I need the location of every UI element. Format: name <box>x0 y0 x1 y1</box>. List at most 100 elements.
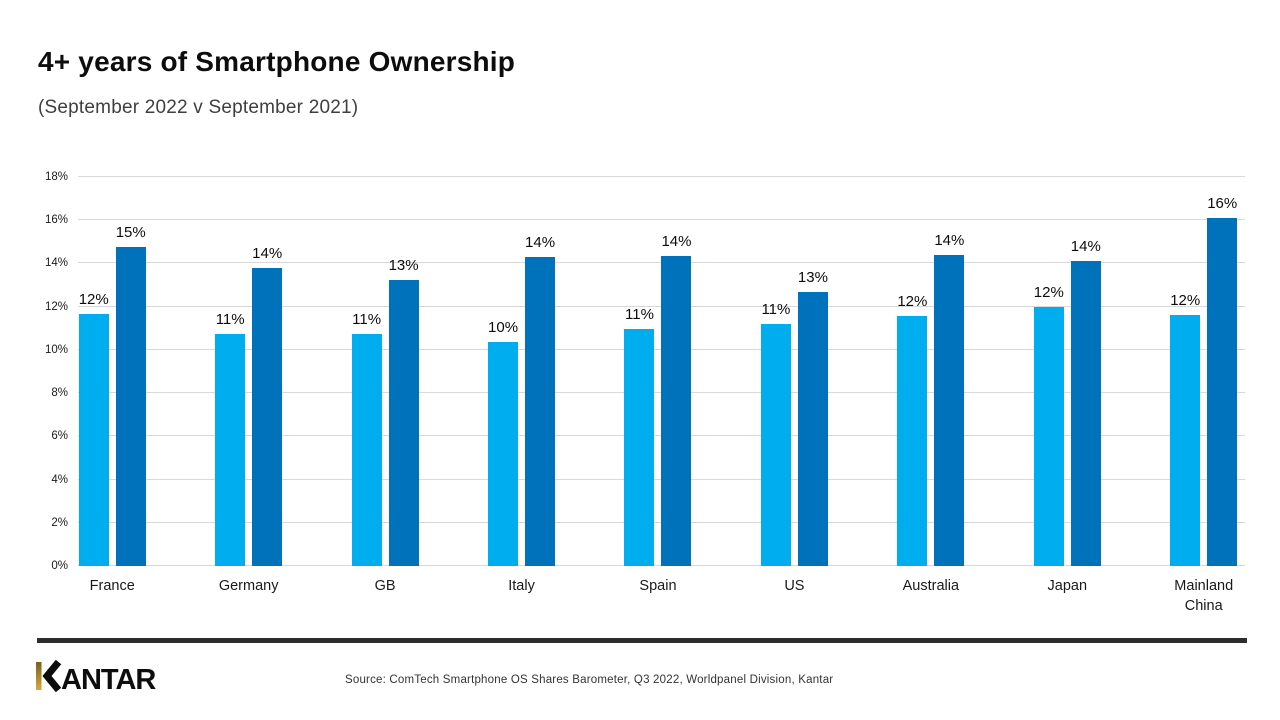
page-title: 4+ years of Smartphone Ownership <box>38 46 516 77</box>
bar-wrap: 14% <box>525 234 556 566</box>
y-tick-label-0%: 0% <box>51 560 68 572</box>
data-label: 14% <box>661 232 692 250</box>
y-tick-label-8%: 8% <box>51 387 68 400</box>
x-label-cell: US <box>726 576 862 617</box>
data-label: 16% <box>1207 195 1238 213</box>
y-tick-label-4%: 4% <box>51 473 68 486</box>
bar-right-bar-dark-blue-japan <box>1070 261 1101 566</box>
bar-group-spain: 11% 14% <box>590 177 726 566</box>
page-subtitle: (September 2022 v September 2021) <box>38 97 359 118</box>
x-axis-label-germany: Germany <box>218 578 279 594</box>
x-axis-label-japan: Japan <box>1047 578 1088 594</box>
y-axis: 0% 2% 4% 6% 8% 10% 12% 14% 16% 18% <box>0 171 68 572</box>
bar-wrap: 14% <box>252 245 283 566</box>
data-label: 14% <box>525 233 556 251</box>
bar-group-italy: 10% 14% <box>453 177 589 566</box>
bar-wrap: 11% <box>215 311 246 566</box>
x-axis-label-france: France <box>89 578 135 594</box>
bar-right-bar-dark-blue-gb <box>388 279 419 566</box>
bar-groups: 12% 15% 11% 14% 11% 13% 10% 14% 11% 14% 11% 13% 12% 1… <box>44 177 1272 566</box>
data-label: 11% <box>215 310 245 328</box>
bar-wrap: 11% <box>760 301 791 566</box>
bar-right-bar-dark-blue-germany <box>252 267 283 566</box>
x-axis-label-spain: Spain <box>639 578 677 594</box>
bar-right-bar-dark-blue-us <box>797 291 828 566</box>
bar-wrap: 13% <box>388 257 419 566</box>
bar-left-bar-light-blue-spain <box>624 329 655 566</box>
bar-wrap: 13% <box>797 269 828 566</box>
y-tick-label-16%: 16% <box>44 214 68 227</box>
data-label: 12% <box>1170 292 1201 310</box>
bar-wrap: 14% <box>661 233 692 566</box>
bar-wrap: 12% <box>78 291 109 566</box>
data-label: 14% <box>1070 238 1101 256</box>
bar-wrap: 14% <box>1070 238 1101 566</box>
data-label: 11% <box>352 310 382 328</box>
bar-left-bar-light-blue-germany <box>215 333 246 566</box>
bar-group-us: 11% 13% <box>726 177 862 566</box>
data-label: 11% <box>625 306 654 324</box>
bar-group-germany: 11% 14% <box>180 177 316 566</box>
bar-wrap: 14% <box>934 232 965 566</box>
kantar-logo-icon: ANTAR <box>36 659 157 696</box>
source-attribution: Source: ComTech Smartphone OS Shares Bar… <box>345 674 834 686</box>
bar-group-gb: 11% 13% <box>317 177 453 566</box>
bar-wrap: 10% <box>488 319 519 566</box>
data-label: 11% <box>761 300 791 318</box>
x-axis: France Germany GB Italy Spain US Australia Japa… <box>44 576 1272 617</box>
y-tick-label-12%: 12% <box>44 300 68 313</box>
x-label-cell: Australia <box>863 576 999 617</box>
bar-group-mainland-china: 12% 16% <box>1136 177 1272 566</box>
bar-wrap: 12% <box>1170 292 1201 566</box>
data-label: 14% <box>934 231 965 249</box>
bar-left-bar-light-blue-italy <box>488 342 519 566</box>
x-axis-label-australia: Australia <box>902 578 960 594</box>
data-label: 14% <box>252 244 283 262</box>
data-label: 15% <box>115 224 146 242</box>
bar-group-japan: 12% 14% <box>999 177 1135 566</box>
gridline-16% <box>78 219 1245 221</box>
x-label-cell: Germany <box>180 576 316 617</box>
bar-wrap: 11% <box>351 311 382 566</box>
bar-right-bar-dark-blue-italy <box>525 256 556 566</box>
x-axis-label-us: US <box>784 578 805 594</box>
y-tick-label-14%: 14% <box>44 257 68 270</box>
x-label-cell: GB <box>317 576 453 617</box>
x-label-cell: Mainland China <box>1136 576 1272 617</box>
gridline-18% <box>78 176 1245 177</box>
y-tick-label-18%: 18% <box>44 171 68 183</box>
x-axis-label-mainland-china: Mainland China <box>1174 578 1234 615</box>
data-label: 12% <box>78 291 109 309</box>
bar-wrap: 16% <box>1207 195 1238 566</box>
bar-left-bar-light-blue-france <box>78 314 109 566</box>
bar-wrap: 12% <box>897 293 928 566</box>
x-axis-label-gb: GB <box>374 578 396 594</box>
data-label: 13% <box>797 268 828 286</box>
data-label: 12% <box>1033 283 1064 301</box>
bar-group-france: 12% 15% <box>44 177 180 566</box>
x-label-cell: Spain <box>590 576 726 617</box>
x-label-cell: Italy <box>453 576 589 617</box>
bar-group-australia: 12% 14% <box>863 177 999 566</box>
bar-wrap: 11% <box>624 306 655 566</box>
bar-left-bar-light-blue-gb <box>351 333 382 566</box>
bar-wrap: 12% <box>1033 284 1064 566</box>
bar-right-bar-dark-blue-spain <box>661 255 692 566</box>
data-label: 12% <box>897 293 928 311</box>
x-axis-label-italy: Italy <box>508 578 535 594</box>
data-label: 10% <box>488 319 519 337</box>
x-label-cell: Japan <box>999 576 1135 617</box>
bar-left-bar-light-blue-australia <box>897 316 928 566</box>
bar-right-bar-dark-blue-mainland-china <box>1207 218 1238 566</box>
x-label-cell: France <box>44 576 180 617</box>
bar-right-bar-dark-blue-france <box>115 247 146 566</box>
footer-divider <box>37 638 1247 643</box>
kantar-logo: ANTAR <box>36 659 158 697</box>
y-tick-label-2%: 2% <box>51 516 68 529</box>
bar-left-bar-light-blue-us <box>760 323 791 566</box>
bar-left-bar-light-blue-japan <box>1033 306 1064 566</box>
bar-right-bar-dark-blue-australia <box>934 254 965 566</box>
bar-left-bar-light-blue-mainland-china <box>1170 315 1201 566</box>
y-tick-label-6%: 6% <box>51 430 68 443</box>
